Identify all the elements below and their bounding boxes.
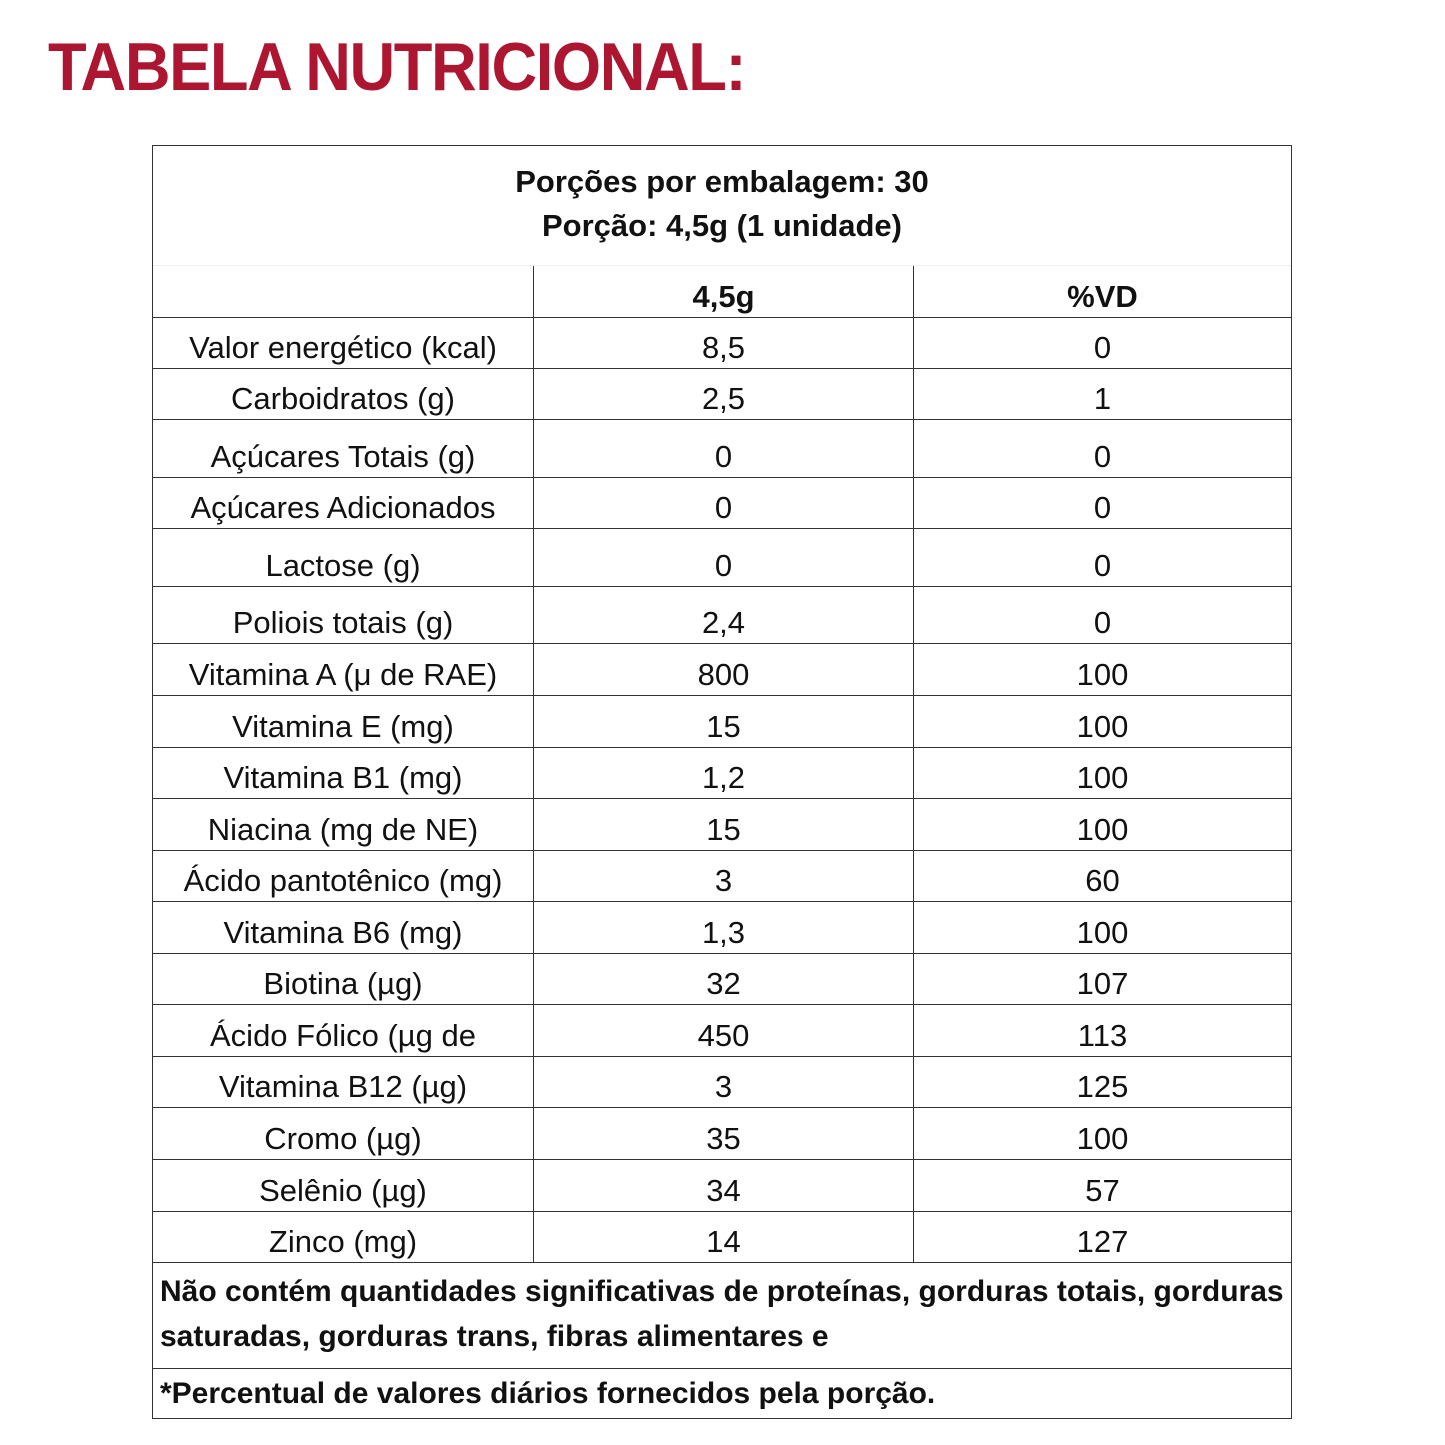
nutrient-name: Selênio (µg) — [259, 1173, 427, 1208]
nutrient-name: Zinco (mg) — [268, 1224, 418, 1259]
daily-value-percent: 100 — [913, 644, 1291, 695]
table-row: Cromo (µg) 35 100 — [153, 1108, 1291, 1160]
daily-value-percent: 100 — [913, 799, 1291, 850]
portion-size: Porção: 4,5g (1 unidade) — [541, 208, 902, 243]
amount-value: 800 — [533, 644, 913, 695]
amount-value: 2,4 — [533, 587, 913, 643]
amount-value: 8,5 — [533, 318, 913, 368]
table-row: Vitamina A (μ de RAE) 800 100 — [153, 644, 1291, 696]
daily-value-percent: 127 — [913, 1212, 1291, 1262]
table-row: Zinco (mg) 14 127 — [153, 1212, 1291, 1263]
daily-value-percent: 57 — [913, 1160, 1291, 1211]
daily-value-percent: 107 — [913, 954, 1291, 1004]
amount-value: 14 — [533, 1212, 913, 1262]
table-row: Vitamina E (mg) 15 100 — [153, 696, 1291, 748]
daily-value-percent: 100 — [913, 1108, 1291, 1159]
table-row: Vitamina B12 (µg) 3 125 — [153, 1057, 1291, 1108]
daily-value-percent: 0 — [913, 587, 1291, 643]
table-row: Açúcares Adicionados 0 0 — [153, 478, 1291, 529]
daily-value-percent: 100 — [913, 748, 1291, 798]
serving-info: Porções por embalagem: 30 Porção: 4,5g (… — [153, 146, 1291, 266]
amount-value: 0 — [533, 478, 913, 528]
table-row: Niacina (mg de NE) 15 100 — [153, 799, 1291, 851]
amount-value: 3 — [533, 851, 913, 901]
table-row: Açúcares Totais (g) 0 0 — [153, 420, 1291, 478]
daily-value-percent: 100 — [913, 902, 1291, 953]
page-title: TABELA NUTRICIONAL: — [48, 29, 747, 105]
amount-value: 0 — [533, 529, 913, 586]
nutrient-name: Carboidratos (g) — [231, 381, 455, 416]
table-row: Carboidratos (g) 2,5 1 — [153, 369, 1291, 420]
table-row: Valor energético (kcal) 8,5 0 — [153, 318, 1291, 369]
amount-value: 0 — [533, 420, 913, 477]
table-row: Selênio (µg) 34 57 — [153, 1160, 1291, 1212]
nutrient-name: Vitamina B12 (µg) — [218, 1069, 468, 1104]
daily-value-percent: 113 — [913, 1005, 1291, 1056]
amount-value: 3 — [533, 1057, 913, 1107]
nutrient-name: Valor energético (kcal) — [189, 330, 497, 365]
nutrient-name: Lactose (g) — [265, 548, 421, 583]
amount-value: 450 — [533, 1005, 913, 1056]
header-amount: 4,5g — [533, 266, 913, 317]
nutrient-name: Biotina (µg) — [263, 966, 423, 1001]
nutrient-name: Ácido Fólico (µg de — [210, 1018, 476, 1053]
footnote-not-significant: Não contém quantidades significativas de… — [153, 1263, 1291, 1369]
header-daily-value: %VD — [913, 266, 1291, 317]
amount-value: 1,2 — [533, 748, 913, 798]
nutrient-name: Cromo (µg) — [264, 1121, 422, 1156]
amount-value: 2,5 — [533, 369, 913, 419]
nutrient-name: Niacina (mg de NE) — [207, 812, 479, 847]
table-row: Ácido pantotênico (mg) 3 60 — [153, 851, 1291, 902]
nutrition-table: Porções por embalagem: 30 Porção: 4,5g (… — [152, 145, 1292, 1419]
nutrient-name: Vitamina A (μ de RAE) — [188, 657, 498, 692]
daily-value-percent: 100 — [913, 696, 1291, 747]
amount-value: 15 — [533, 696, 913, 747]
table-row: Biotina (µg) 32 107 — [153, 954, 1291, 1005]
amount-value: 15 — [533, 799, 913, 850]
daily-value-percent: 60 — [913, 851, 1291, 901]
nutrient-name: Vitamina B6 (mg) — [223, 915, 463, 950]
amount-value: 32 — [533, 954, 913, 1004]
amount-value: 1,3 — [533, 902, 913, 953]
amount-value: 34 — [533, 1160, 913, 1211]
footnote-daily-values: *Percentual de valores diários fornecido… — [160, 1377, 936, 1410]
nutrient-name: Vitamina B1 (mg) — [223, 760, 463, 795]
daily-value-percent: 1 — [913, 369, 1291, 419]
daily-value-percent: 125 — [913, 1057, 1291, 1107]
amount-value: 35 — [533, 1108, 913, 1159]
nutrient-name: Vitamina E (mg) — [232, 709, 454, 744]
daily-value-percent: 0 — [913, 318, 1291, 368]
header-nutrient — [153, 266, 533, 317]
daily-value-percent: 0 — [913, 478, 1291, 528]
daily-value-percent: 0 — [913, 529, 1291, 586]
column-header-row: 4,5g %VD — [153, 266, 1291, 318]
nutrient-name: Açúcares Adicionados — [190, 490, 496, 525]
table-row: Vitamina B6 (mg) 1,3 100 — [153, 902, 1291, 954]
daily-value-percent: 0 — [913, 420, 1291, 477]
table-row: Ácido Fólico (µg de 450 113 — [153, 1005, 1291, 1057]
nutrient-name: Ácido pantotênico (mg) — [183, 863, 503, 898]
nutrient-name: Poliois totais (g) — [232, 605, 454, 640]
nutrient-name: Açúcares Totais (g) — [210, 439, 476, 474]
table-row: Poliois totais (g) 2,4 0 — [153, 587, 1291, 644]
table-row: Lactose (g) 0 0 — [153, 529, 1291, 587]
table-row: Vitamina B1 (mg) 1,2 100 — [153, 748, 1291, 799]
servings-per-package: Porções por embalagem: 30 — [515, 164, 929, 199]
